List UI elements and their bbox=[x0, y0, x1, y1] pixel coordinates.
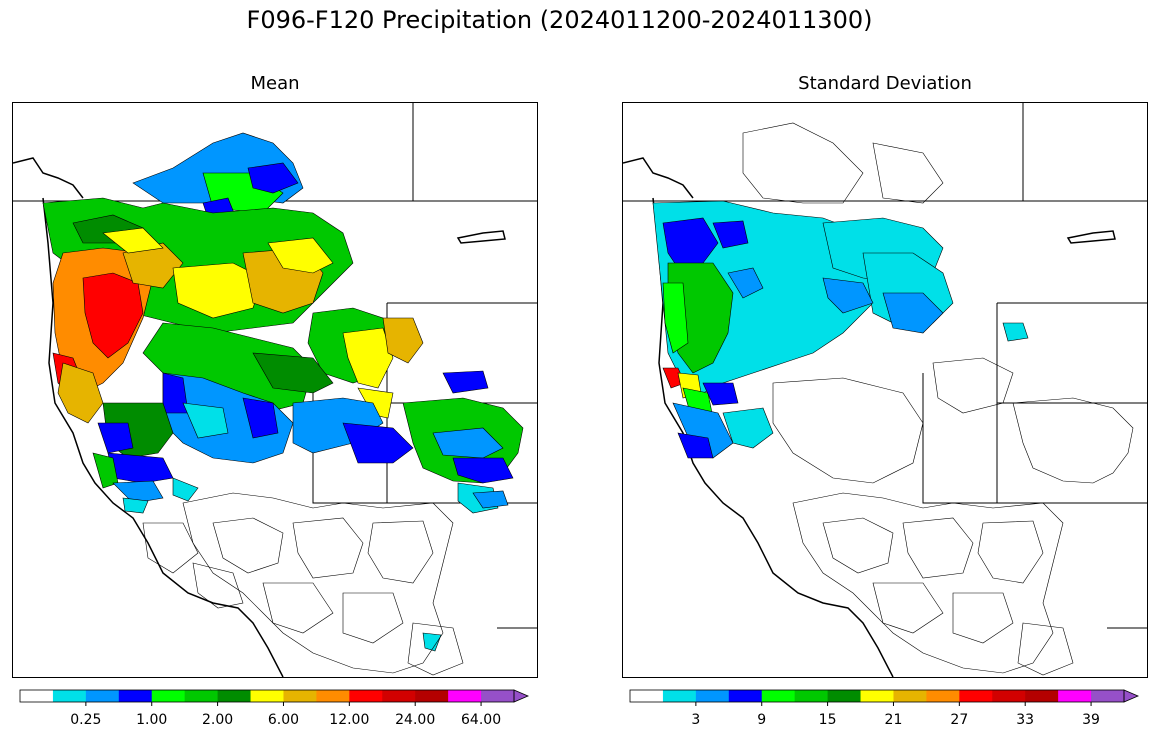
colorbar-segment bbox=[926, 690, 960, 702]
colorbar-segment bbox=[794, 690, 829, 702]
colorbar-segment bbox=[728, 690, 763, 702]
colorbar-tick-label: 39 bbox=[1082, 712, 1100, 728]
colorbar-tick-label: 12.00 bbox=[329, 712, 370, 728]
colorbar-segment bbox=[151, 690, 186, 702]
std-precipitation-map bbox=[622, 102, 1148, 678]
colorbar-tick-label: 6.00 bbox=[267, 712, 300, 728]
colorbar-segment bbox=[1091, 690, 1124, 702]
great-salt-lake bbox=[1066, 230, 1116, 244]
colorbar-segment bbox=[52, 690, 87, 702]
colorbar-tick-label: 2.00 bbox=[202, 712, 234, 728]
colorbar-outline bbox=[19, 689, 515, 703]
colorbar-segment bbox=[448, 690, 482, 702]
colorbar-segment bbox=[349, 690, 383, 702]
colorbar-tick-label: 15 bbox=[818, 712, 837, 728]
figure-title: F096-F120 Precipitation (2024011200-2024… bbox=[246, 6, 873, 34]
coastline bbox=[652, 197, 894, 677]
puget-sound bbox=[623, 157, 694, 199]
std-basins bbox=[652, 200, 1029, 459]
colorbar-segment bbox=[250, 690, 284, 702]
puget-sound bbox=[13, 157, 84, 199]
colorbar-tick-label: 21 bbox=[884, 712, 903, 728]
state-border bbox=[922, 103, 1147, 629]
colorbar-tick-label: 64.00 bbox=[461, 712, 502, 728]
colorbar-segment bbox=[20, 690, 54, 702]
colorbar-segment bbox=[860, 690, 894, 702]
mean-basins bbox=[42, 132, 524, 652]
colorbar-segment bbox=[827, 690, 862, 702]
colorbar-segment bbox=[382, 690, 416, 702]
std-colorbar bbox=[629, 689, 1140, 706]
colorbar-segment bbox=[415, 690, 449, 702]
colorbar-segment bbox=[1025, 690, 1059, 702]
colorbar-segment bbox=[959, 690, 993, 702]
colorbar-segment bbox=[992, 690, 1026, 702]
basin-outlines bbox=[742, 122, 1134, 676]
colorbar-extend-arrow bbox=[1123, 689, 1140, 703]
colorbar-tick-label: 3 bbox=[691, 712, 701, 728]
colorbar-tick-label: 33 bbox=[1016, 712, 1035, 728]
colorbar-extend-arrow bbox=[513, 689, 530, 703]
colorbar-segment bbox=[1058, 690, 1092, 702]
colorbar-segment bbox=[283, 690, 317, 702]
colorbar-segment bbox=[316, 690, 350, 702]
colorbar-outline bbox=[629, 689, 1125, 703]
basin-outlines bbox=[142, 492, 464, 676]
mean-colorbar bbox=[19, 689, 530, 706]
std-panel-title: Standard Deviation bbox=[798, 73, 972, 94]
colorbar-segment bbox=[630, 690, 664, 702]
colorbar-tick-label: 27 bbox=[950, 712, 969, 728]
coastline bbox=[42, 197, 284, 677]
colorbar-segment bbox=[85, 690, 120, 702]
colorbar-segment bbox=[184, 690, 219, 702]
mean-precipitation-map bbox=[12, 102, 538, 678]
colorbar-segment bbox=[761, 690, 796, 702]
colorbar-tick-label: 1.00 bbox=[136, 712, 168, 728]
colorbar-tick-label: 24.00 bbox=[395, 712, 436, 728]
colorbar-tick-label: 0.25 bbox=[70, 712, 102, 728]
colorbar-tick-label: 9 bbox=[757, 712, 767, 728]
colorbar-segment bbox=[118, 690, 153, 702]
mean-panel-title: Mean bbox=[250, 73, 300, 94]
colorbar-segment bbox=[695, 690, 730, 702]
colorbar-segment bbox=[893, 690, 927, 702]
great-salt-lake bbox=[456, 230, 506, 244]
colorbar-segment bbox=[662, 690, 697, 702]
colorbar-segment bbox=[217, 690, 252, 702]
colorbar-segment bbox=[481, 690, 514, 702]
